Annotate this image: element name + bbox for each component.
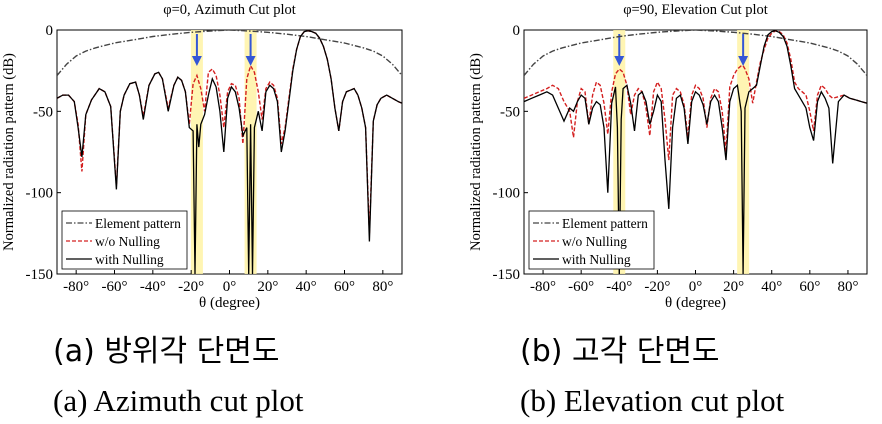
- x-tick-label: -40°: [606, 279, 632, 295]
- caption-b-english: (b) Elevation cut plot: [520, 383, 785, 418]
- y-axis-label: Normalized radiation pattern (dB): [468, 53, 484, 251]
- series-line-3: [524, 30, 867, 274]
- legend-label-3: with Nulling: [562, 252, 631, 267]
- caption-b-korean: (b) 고각 단면도: [520, 334, 720, 369]
- null-arrow-head-2: [738, 56, 749, 66]
- chart-title: φ=0, Azimuth Cut plot: [163, 2, 296, 18]
- y-tick-label: -150: [493, 267, 521, 283]
- x-axis-label: θ (degree): [665, 295, 726, 311]
- legend-label-2: w/o Nulling: [562, 234, 627, 249]
- x-tick-label: 80°: [837, 279, 858, 295]
- x-tick-label: -80°: [530, 279, 556, 295]
- series-group: [524, 30, 867, 274]
- caption-a-korean: (a) 방위각 단면도: [53, 334, 280, 369]
- null-arrow-head-1: [191, 56, 202, 66]
- x-tick-label: 0°: [689, 279, 703, 295]
- x-tick-label: -40°: [140, 279, 166, 295]
- chart-title: φ=90, Elevation Cut plot: [623, 2, 768, 18]
- x-tick-label: -60°: [568, 279, 594, 295]
- caption-a-english: (a) Azimuth cut plot: [53, 383, 304, 418]
- x-tick-label: 40°: [296, 279, 317, 295]
- y-tick-label: -100: [26, 186, 54, 202]
- x-axis-label: θ (degree): [199, 295, 260, 311]
- x-tick-label: -80°: [63, 279, 89, 295]
- x-tick-label: 80°: [372, 279, 393, 295]
- chart-b: -80° -60° -40° -20° 0° 20° 40° 60° 80° 0 -50 -100 -1…: [468, 2, 868, 311]
- x-tick-label: 40°: [761, 279, 782, 295]
- series-line-1: [57, 30, 402, 76]
- x-tick-label: -20°: [178, 279, 204, 295]
- chart-a: -80° -60° -40° -20° 0° 20° 40° 60° 80° 0 -50 -100 -1…: [1, 2, 403, 311]
- null-band-2: [737, 30, 750, 274]
- legend-label-3: with Nulling: [95, 252, 164, 267]
- legend-label-1: Element pattern: [562, 216, 648, 231]
- x-tick-label: 0°: [223, 279, 237, 295]
- y-axis-label: Normalized radiation pattern (dB): [1, 53, 17, 251]
- null-arrow-head-1: [614, 56, 625, 66]
- y-tick-label: -50: [500, 104, 520, 120]
- legend-label-1: Element pattern: [95, 216, 181, 231]
- x-tick-label: -60°: [102, 279, 128, 295]
- x-tick-label: 60°: [334, 279, 355, 295]
- y-tick-label: -150: [26, 267, 54, 283]
- x-tick-label: 20°: [723, 279, 744, 295]
- null-arrow-head-2: [245, 56, 256, 66]
- series-group: [57, 30, 402, 274]
- x-tick-label: 60°: [799, 279, 820, 295]
- y-tick-label: 0: [46, 23, 54, 39]
- x-tick-label: -20°: [644, 279, 670, 295]
- y-tick-label: -50: [33, 104, 53, 120]
- y-tick-label: 0: [513, 23, 521, 39]
- legend-label-2: w/o Nulling: [95, 234, 160, 249]
- series-line-2: [524, 30, 867, 161]
- series-line-3: [57, 30, 402, 274]
- y-tick-label: -100: [493, 186, 521, 202]
- x-tick-label: 20°: [257, 279, 278, 295]
